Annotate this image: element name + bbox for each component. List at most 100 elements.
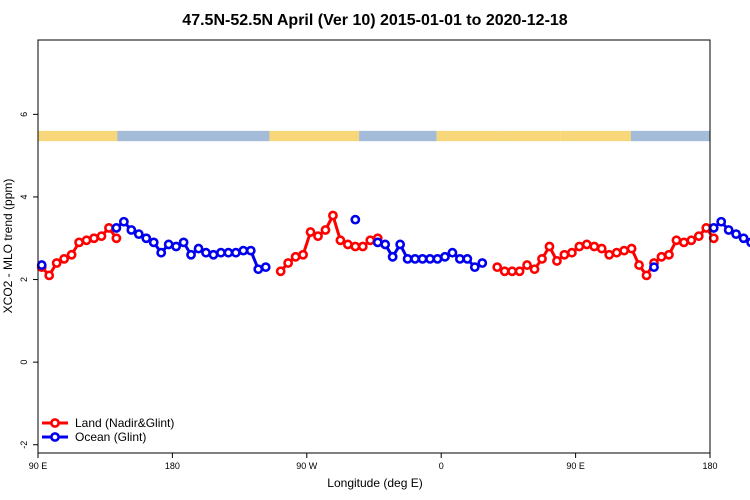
data-point — [275, 266, 286, 277]
series-land — [36, 210, 719, 281]
data-point — [313, 231, 323, 242]
data-point — [350, 241, 361, 252]
data-point — [395, 239, 406, 250]
y-tick-label: 0 — [19, 360, 29, 365]
data-point — [193, 243, 204, 254]
data-point — [328, 210, 338, 221]
y-tick-label: 6 — [19, 112, 29, 117]
data-point — [141, 233, 152, 244]
data-point — [440, 251, 450, 262]
data-point — [372, 237, 383, 248]
band-segment-ocean — [117, 130, 270, 142]
data-point — [36, 260, 47, 270]
data-point — [298, 249, 308, 260]
plot-frame — [37, 39, 711, 454]
data-point — [649, 262, 659, 273]
data-point — [148, 237, 159, 248]
data-point — [104, 223, 114, 233]
y-tick-label: -2 — [19, 441, 29, 449]
data-point — [544, 241, 555, 252]
data-point — [365, 235, 376, 246]
data-point — [454, 253, 465, 264]
data-point — [589, 241, 600, 252]
data-point — [708, 233, 719, 244]
data-point — [514, 266, 525, 277]
data-point — [746, 237, 750, 248]
data-point — [537, 253, 547, 264]
data-point — [574, 241, 585, 252]
data-point — [201, 247, 211, 258]
x-tick-label: 180 — [702, 461, 717, 471]
series-ocean — [36, 214, 750, 275]
data-point — [619, 245, 630, 256]
land-ocean-band — [38, 130, 710, 142]
x-tick-label: 180 — [165, 461, 180, 471]
data-point — [89, 233, 99, 244]
legend-entry-label: Ocean (Glint) — [75, 430, 146, 444]
data-point — [133, 229, 144, 240]
band-segment-land — [38, 130, 118, 142]
data-point — [552, 256, 562, 266]
data-point — [283, 258, 294, 268]
data-point — [342, 239, 353, 250]
y-axis-label: XCO2 - MLO trend (ppm) — [1, 179, 15, 314]
data-point — [507, 266, 518, 277]
band-segment-ocean — [630, 130, 710, 142]
data-point — [118, 216, 129, 227]
data-point — [335, 235, 346, 246]
data-point — [305, 227, 316, 237]
band-segment-ocean — [359, 130, 437, 142]
data-point — [59, 253, 70, 264]
data-point — [238, 245, 249, 256]
data-point — [126, 225, 137, 235]
band-segment-land — [269, 130, 360, 142]
legend: Land (Nadir&Glint)Ocean (Glint) — [42, 416, 174, 444]
data-point — [216, 247, 226, 258]
x-tick-label: 0 — [439, 461, 444, 471]
data-point — [477, 258, 488, 268]
data-point — [171, 241, 182, 252]
band-segment-land — [560, 130, 631, 142]
data-point — [656, 251, 667, 262]
data-point — [432, 253, 443, 264]
data-point — [66, 249, 77, 260]
series-line — [115, 219, 267, 272]
legend-swatch-marker — [50, 418, 60, 428]
data-point — [81, 235, 92, 246]
data-point — [447, 247, 458, 258]
data-point — [469, 262, 480, 273]
data-point — [350, 214, 361, 225]
data-point — [51, 258, 62, 268]
data-point — [208, 249, 219, 260]
data-point — [678, 237, 689, 248]
data-point — [708, 223, 719, 233]
series-layer — [36, 210, 750, 281]
data-point — [410, 253, 420, 264]
data-point — [596, 243, 607, 254]
x-tick-label: 90 E — [29, 461, 48, 471]
legend-entry-label: Land (Nadir&Glint) — [75, 416, 174, 430]
data-point — [604, 249, 615, 260]
data-point — [492, 262, 503, 273]
data-point — [634, 260, 644, 270]
data-point — [290, 251, 301, 262]
data-point — [74, 237, 84, 248]
y-axis: -2 0 2 4 6 — [19, 112, 38, 449]
data-point — [380, 239, 391, 250]
data-point — [111, 223, 122, 233]
data-point — [641, 270, 652, 281]
data-point — [671, 235, 682, 246]
legend-swatch-marker — [50, 432, 60, 442]
data-point — [425, 253, 435, 264]
data-point — [156, 247, 167, 258]
data-point — [723, 225, 734, 235]
x-axis: 90 E 180 90 W 0 90 E 180 — [29, 453, 718, 471]
data-point — [462, 253, 473, 264]
data-point — [559, 249, 570, 260]
data-point — [223, 247, 234, 258]
data-point — [701, 223, 712, 233]
data-point — [716, 216, 727, 227]
x-tick-label: 90 E — [566, 461, 585, 471]
data-point — [245, 245, 256, 256]
